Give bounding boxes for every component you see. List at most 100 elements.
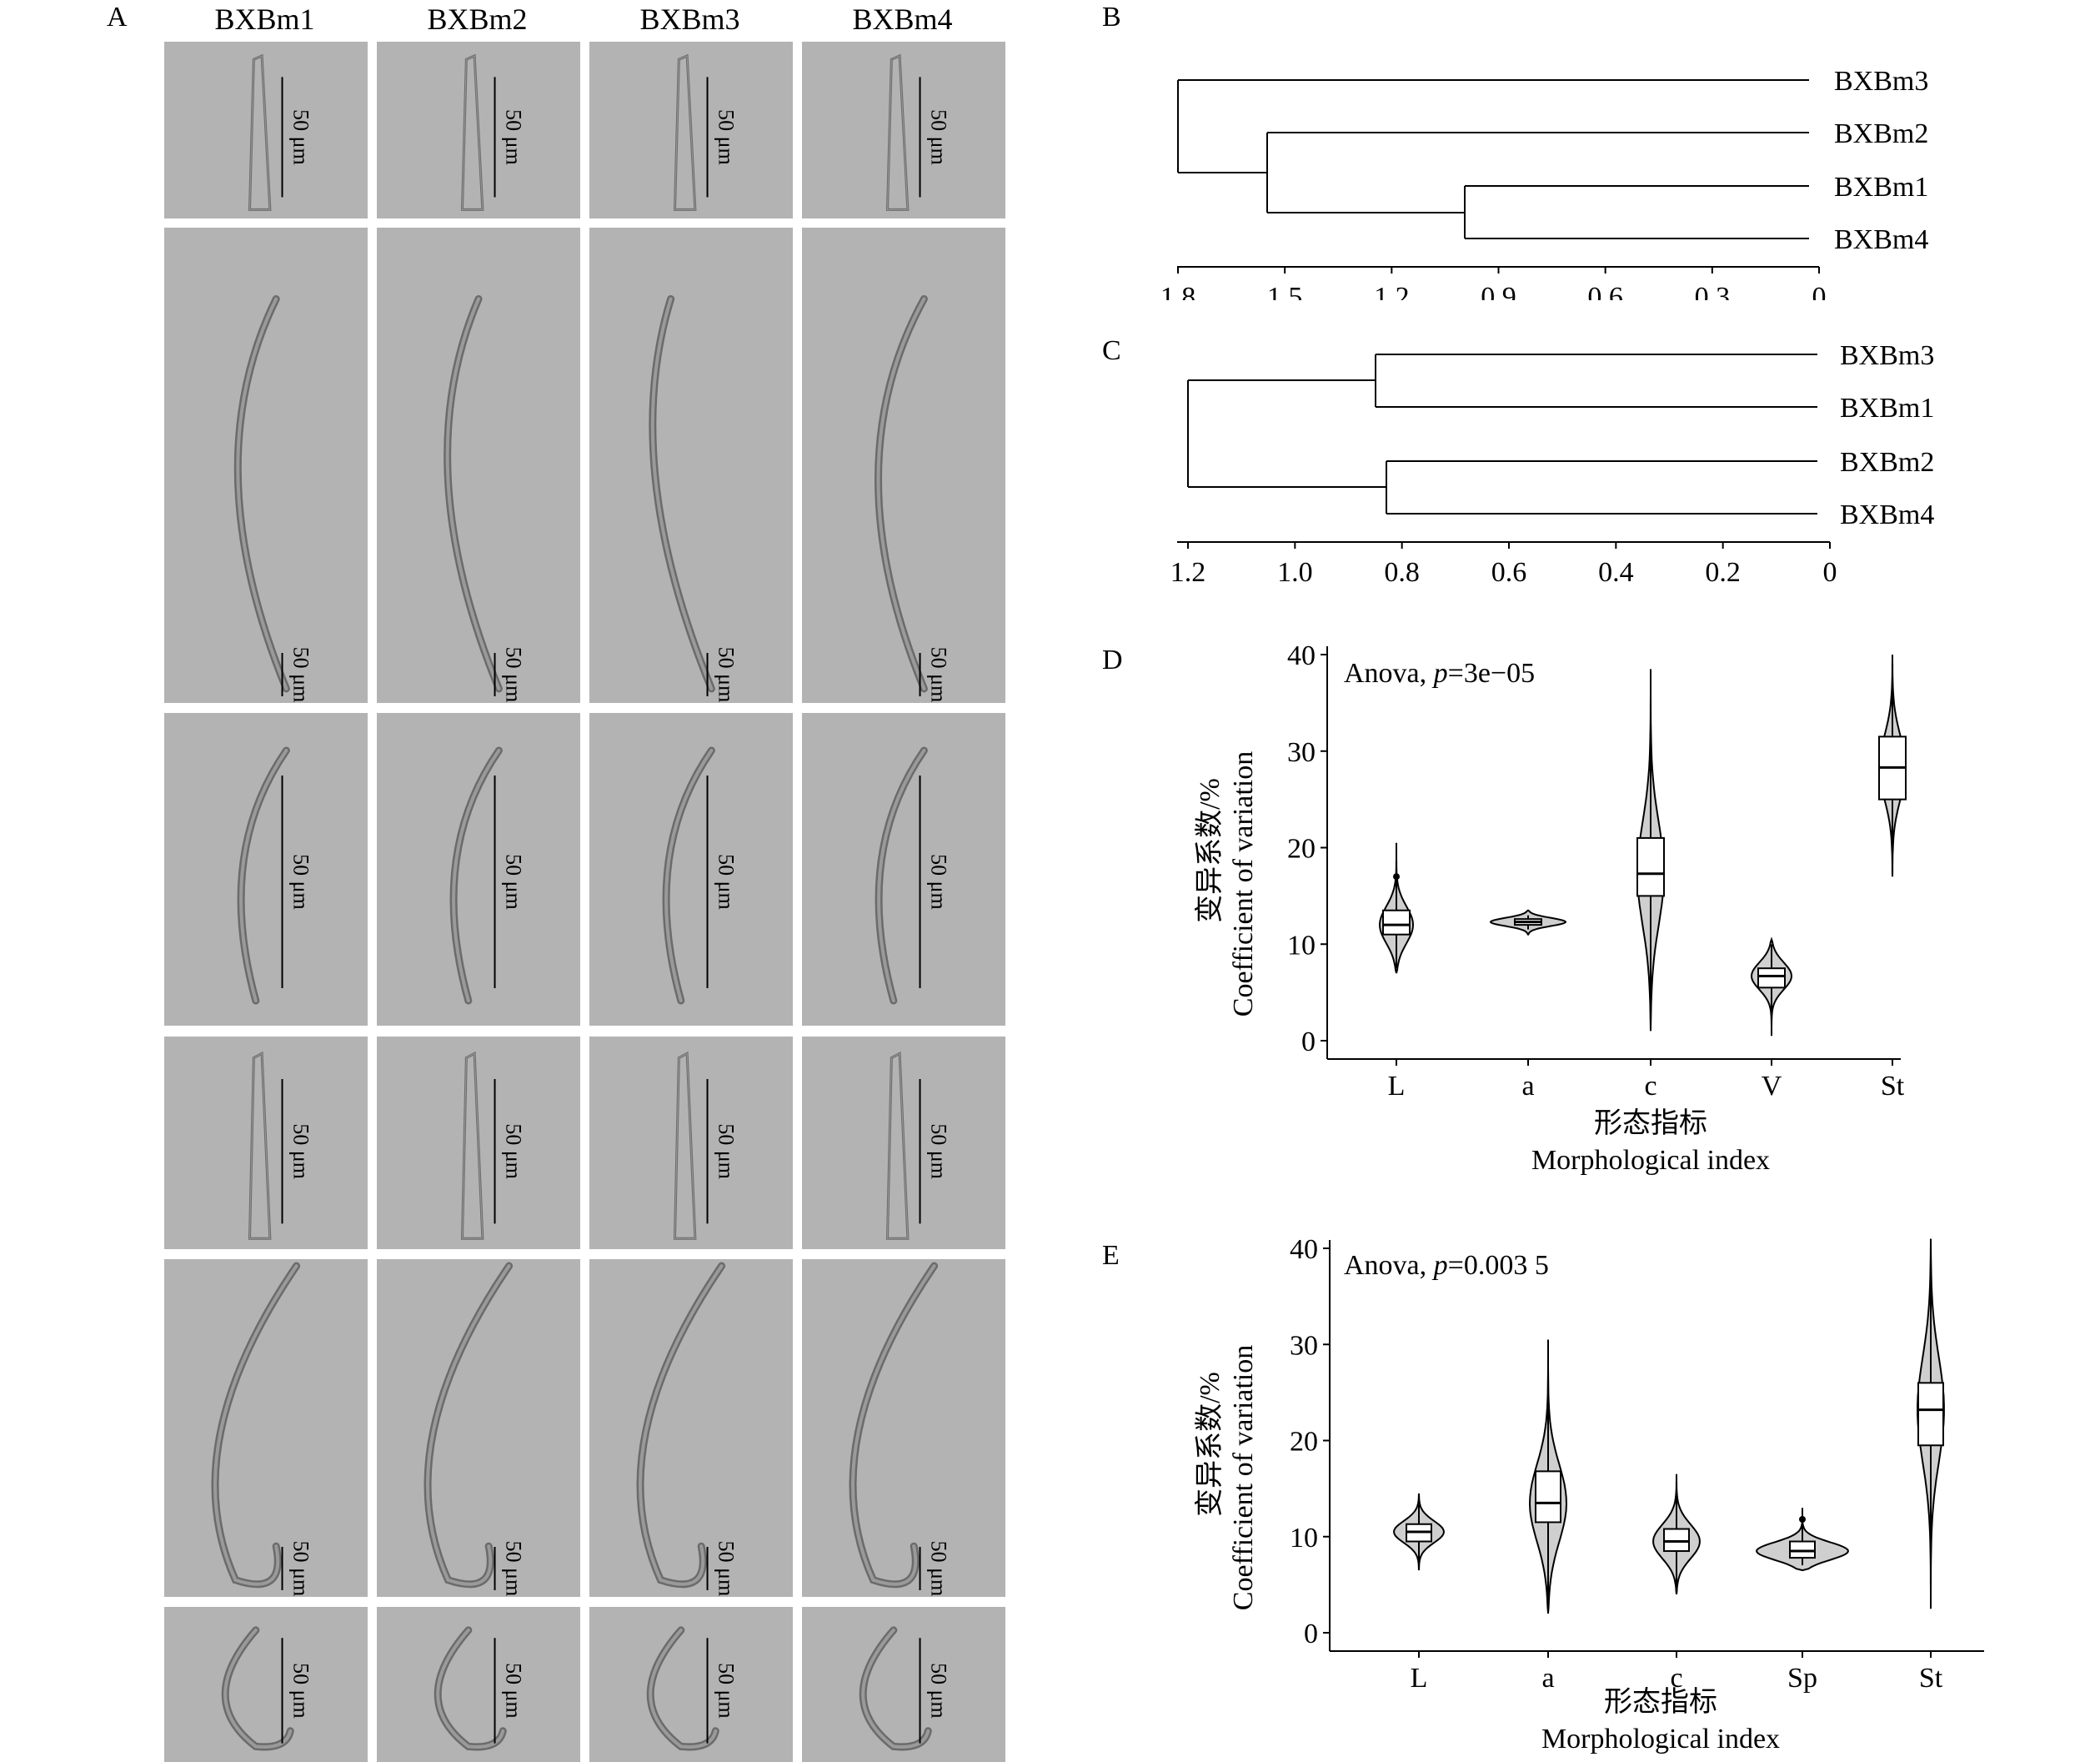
nematode-specimen (460, 1051, 484, 1240)
micrograph-r3-c4: 50 μm (802, 713, 1005, 1026)
dendro-b-link-1-4 (1464, 185, 1809, 239)
y-tick-label: 40 (1290, 1234, 1318, 1265)
x-tick-label-a: a (1541, 1663, 1554, 1694)
dendro-c-leaf-4: BXBm4 (1840, 499, 1934, 530)
micrograph-r4-c4: 50 μm (802, 1037, 1005, 1249)
column-header-bxbm2: BXBm2 (427, 3, 528, 36)
scale-bar-label: 50 μm (289, 1663, 313, 1719)
outlier-Sp (1799, 1516, 1806, 1524)
nematode-specimen (875, 295, 928, 693)
dendro-b-tick-label: 1.5 (1267, 282, 1303, 300)
box-c (1636, 836, 1665, 897)
nematode-specimen-inner (674, 55, 696, 210)
micrograph-r4-c3: 50 μm (589, 1037, 793, 1249)
dendro-c-leaf-2: BXBm1 (1840, 393, 1934, 424)
y-axis-label-en-d: Coefficient of variation (1228, 751, 1259, 1017)
scale-bar-label: 50 μm (289, 647, 313, 703)
nematode-specimen (424, 1262, 514, 1589)
micrograph-r4-c1: 50 μm (164, 1037, 368, 1249)
micrograph-r1-c3: 50 μm (589, 42, 793, 218)
nematode-specimen-inner (426, 1264, 511, 1586)
dendro-c-tick-label: 0.6 (1491, 557, 1527, 588)
nematode-specimen-inner (445, 297, 501, 690)
x-axis-label-en-e: Morphological index (1541, 1724, 1780, 1754)
nematode-specimen (248, 53, 272, 211)
scale-bar-label: 50 μm (502, 854, 526, 910)
dendro-b-leaf-1: BXBm3 (1834, 66, 1928, 97)
micrograph-r5-c2: 50 μm (377, 1259, 580, 1597)
column-header-bxbm1: BXBm1 (214, 3, 315, 36)
column-header-bxbm3: BXBm3 (639, 3, 740, 36)
dendro-c-tick-label: 0 (1823, 557, 1837, 588)
dendrogram-c: 1.2 1.0 0.8 0.6 0.4 0.2 0 BXBm3 BXBm1 BXBm2 BX… (1170, 340, 1935, 588)
scale-bar-label: 50 μm (502, 1123, 526, 1179)
micrograph-r5-c1: 50 μm (164, 1259, 368, 1597)
scale-bar-label: 50 μm (927, 647, 951, 703)
scale-bar-label: 50 μm (289, 854, 313, 910)
scale-bar-label: 50 μm (714, 647, 739, 703)
x-tick-label-c: c (1670, 1663, 1682, 1694)
panel-d-letter: D (1102, 645, 1123, 675)
nematode-specimen (885, 53, 910, 211)
micrograph-r4-c2: 50 μm (377, 1037, 580, 1249)
scale-bar-label: 50 μm (927, 1663, 951, 1719)
micrograph-r6-c3: 50 μm (589, 1607, 793, 1762)
box-V (1757, 967, 1786, 989)
nematode-specimen-inner (674, 1052, 696, 1239)
nematode-specimen-inner (248, 55, 271, 210)
scale-bar-label: 50 μm (502, 1541, 526, 1597)
scale-bar-label: 50 μm (289, 1123, 313, 1179)
nematode-specimen (646, 1626, 719, 1751)
dendro-c-tick-label: 1.2 (1170, 557, 1206, 588)
dendro-c-link-2-4 (1386, 460, 1817, 515)
micrograph-r5-c4: 50 μm (802, 1259, 1005, 1597)
nematode-specimen-inner (886, 1052, 909, 1239)
nematode-specimen (211, 1262, 301, 1589)
micrograph-r6-c1: 50 μm (164, 1607, 368, 1762)
nematode-specimen-inner (664, 749, 714, 1002)
nematode-specimen-inner (886, 55, 909, 210)
nematode-specimen (460, 53, 484, 211)
nematode-specimen (885, 1051, 910, 1240)
micrograph-r6-c4: 50 μm (802, 1607, 1005, 1762)
x-tick-label-Sp: Sp (1787, 1663, 1817, 1694)
scale-bar-label: 50 μm (289, 1541, 313, 1597)
nematode-specimen-inner (248, 1052, 271, 1239)
nematode-specimen-inner (236, 297, 288, 690)
micrograph-r3-c3: 50 μm (589, 713, 793, 1026)
y-tick-label: 30 (1287, 737, 1316, 768)
scale-bar-label: 50 μm (714, 1541, 739, 1597)
x-tick-label-V: V (1762, 1071, 1782, 1102)
nematode-specimen-inner (461, 1052, 484, 1239)
nematode-specimen (849, 1262, 939, 1589)
micrograph-r2-c1: 50 μm (164, 228, 368, 703)
y-axis-label-en-e: Coefficient of variation (1228, 1345, 1259, 1610)
box-St (1917, 1382, 1944, 1447)
dendro-b-tick-label: 1.8 (1160, 282, 1196, 300)
x-tick-label-c: c (1644, 1071, 1656, 1102)
box-c (1663, 1528, 1690, 1553)
dendro-c-link-root (1187, 379, 1386, 488)
y-tick-label: 30 (1290, 1330, 1318, 1361)
x-axis-label-cn-d: 形态指标 (1594, 1107, 1707, 1139)
dendro-b-leaf-3: BXBm1 (1834, 172, 1928, 203)
dendro-b-tick-label: 1.2 (1374, 282, 1410, 300)
outlier-L (1393, 873, 1400, 881)
micrograph-r1-c1: 50 μm (164, 42, 368, 218)
micrograph-r1-c2: 50 μm (377, 42, 580, 218)
y-axis-label-cn-e: 变异系数/% (1194, 1372, 1225, 1517)
nematode-specimen-inner (876, 297, 926, 690)
nematode-specimen-inner (639, 1264, 724, 1586)
dendro-c-tick-label: 0.8 (1384, 557, 1420, 588)
dendro-c-link-3-1 (1375, 354, 1817, 408)
nematode-specimen (248, 1051, 272, 1240)
x-tick-label-St: St (1881, 1071, 1905, 1102)
panel-e-letter: E (1102, 1240, 1120, 1271)
y-axis-label-cn-d: 变异系数/% (1194, 778, 1225, 923)
panel-c-letter: C (1102, 335, 1121, 366)
y-tick-label: 0 (1304, 1619, 1318, 1649)
nematode-specimen-inner (452, 749, 501, 1002)
panel-a-letter: A (107, 2, 128, 33)
micrograph-r3-c1: 50 μm (164, 713, 368, 1026)
nematode-specimen (221, 1626, 294, 1751)
